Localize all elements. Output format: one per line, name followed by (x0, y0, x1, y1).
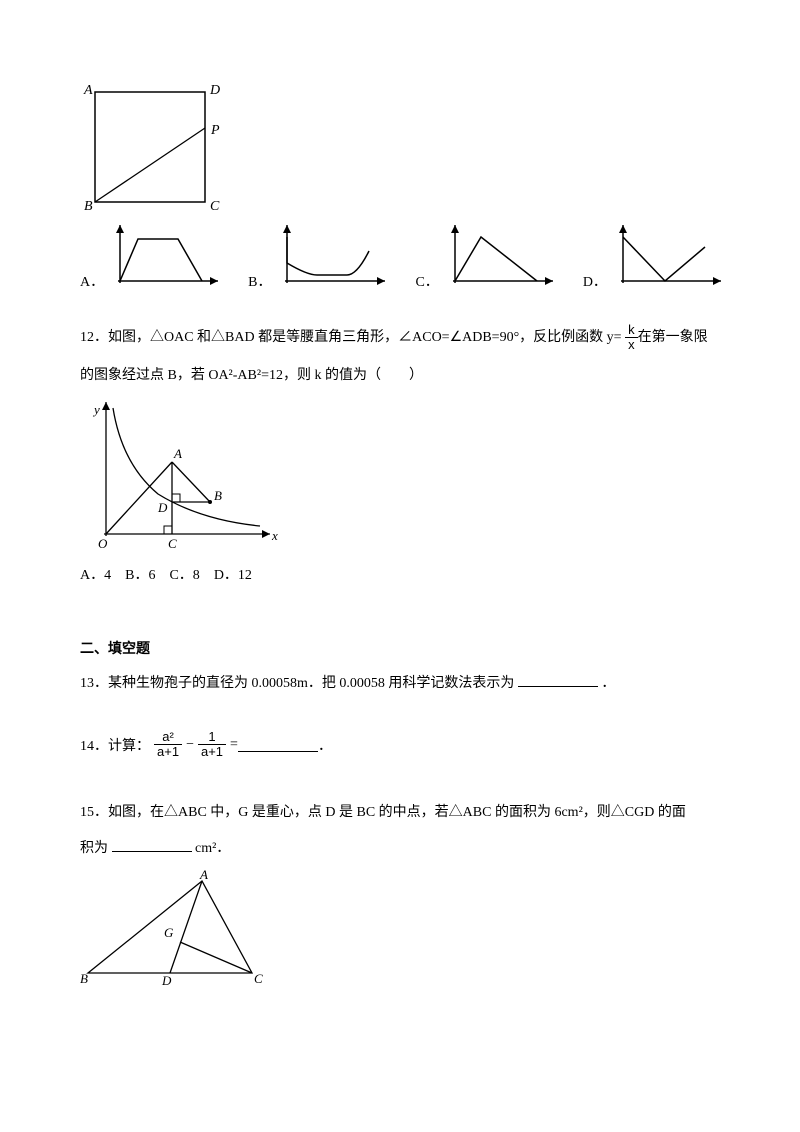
svg-text:A: A (199, 869, 208, 882)
q12-prefix: 12．如图，△OAC 和△BAD 都是等腰直角三角形，∠ACO=∠ADB=90°… (80, 330, 622, 345)
q12-figure: O C x y A D B (80, 394, 720, 554)
q15-line2-prefix: 积为 (80, 841, 108, 856)
q13-prefix: 13．某种生物孢子的直径为 0.00058m．把 0.00058 用科学记数法表… (80, 676, 514, 691)
q14-minus: − (186, 737, 194, 753)
q12-line2: 的图象经过点 B，若 OA²-AB²=12，则 k 的值为（ ） (80, 362, 720, 390)
q14-frac2: 1 a+1 (198, 730, 226, 760)
svg-text:D: D (209, 83, 220, 98)
option-label-b: B． (248, 271, 271, 291)
svg-text:B: B (84, 199, 93, 214)
q15-blank (112, 837, 192, 852)
q15-line2-suffix: cm²． (195, 841, 230, 856)
svg-text:C: C (254, 971, 263, 986)
svg-text:B: B (80, 971, 88, 986)
q11-option-d: D． (583, 219, 727, 291)
q14-suffix: ． (318, 735, 332, 755)
q14-blank (238, 737, 318, 752)
q12-options: A．4 B．6 C．8 D．12 (80, 562, 720, 590)
option-label-a: A． (80, 271, 104, 291)
q11-option-c: C． (415, 219, 558, 291)
svg-text:B: B (214, 488, 222, 503)
svg-text:A: A (83, 83, 93, 98)
q12-opt-a: A．4 (80, 568, 111, 583)
q14: 14．计算： a² a+1 − 1 a+1 = ． (80, 730, 720, 760)
svg-text:y: y (92, 402, 100, 417)
q11-graph-a (106, 219, 224, 291)
section2-title: 二、填空题 (80, 638, 720, 658)
q12-opt-d: D．12 (214, 568, 252, 583)
q12-mid: 在第一象限 (638, 330, 708, 345)
q11-option-a: A． (80, 219, 224, 291)
svg-text:x: x (271, 528, 278, 543)
svg-text:G: G (164, 925, 174, 940)
q11-square-figure: A D P B C (80, 80, 720, 215)
option-label-c: C． (415, 271, 438, 291)
q12-opt-c: C．8 (169, 568, 199, 583)
q11-options-row: A． B． C． (80, 219, 720, 291)
q11-graph-b (273, 219, 391, 291)
q15-line2: 积为 cm²． (80, 835, 720, 863)
q13: 13．某种生物孢子的直径为 0.00058m．把 0.00058 用科学记数法表… (80, 670, 720, 698)
q11-option-b: B． (248, 219, 391, 291)
svg-text:O: O (98, 536, 108, 551)
svg-text:D: D (161, 973, 172, 988)
svg-text:C: C (168, 536, 177, 551)
q14-prefix: 14．计算： (80, 735, 150, 755)
q12-text: 12．如图，△OAC 和△BAD 都是等腰直角三角形，∠ACO=∠ADB=90°… (80, 323, 720, 354)
q15-figure: A B C D G (80, 869, 720, 989)
svg-text:C: C (210, 199, 220, 214)
q14-equals: = (230, 737, 238, 753)
option-label-d: D． (583, 271, 607, 291)
q12-fraction: k x (625, 323, 638, 353)
q11-graph-d (609, 219, 727, 291)
svg-text:A: A (173, 446, 182, 461)
q11-graph-c (441, 219, 559, 291)
q14-frac1: a² a+1 (154, 730, 182, 760)
q12-opt-b: B．6 (125, 568, 155, 583)
q13-suffix: ． (601, 676, 615, 691)
q13-blank (518, 672, 598, 687)
svg-text:P: P (210, 123, 220, 138)
q15-line1: 15．如图，在△ABC 中，G 是重心，点 D 是 BC 的中点，若△ABC 的… (80, 799, 720, 827)
svg-text:D: D (157, 500, 168, 515)
